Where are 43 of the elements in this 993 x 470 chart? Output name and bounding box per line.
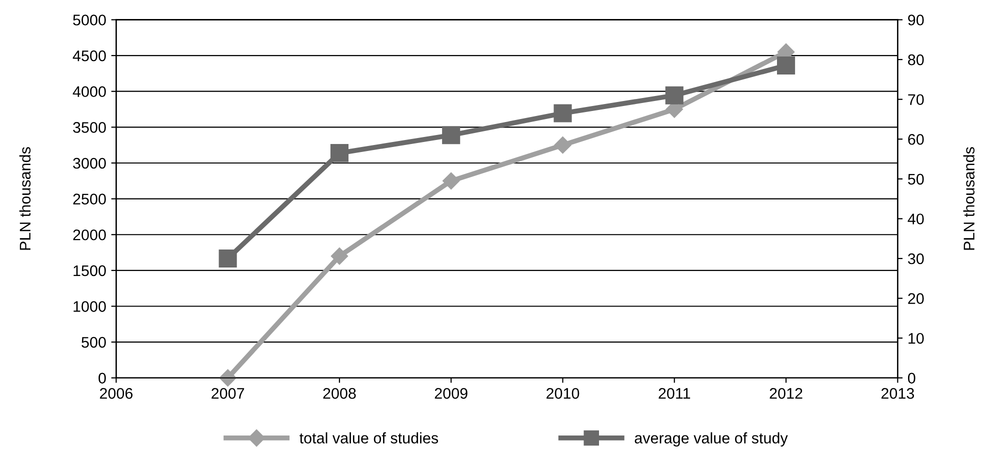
y-tick-label: 5000 [73,14,106,26]
y2-tick-label: 40 [908,214,924,224]
x-tick-label: 2011 [658,388,690,399]
point [330,248,348,265]
x-tick-label: 2007 [212,388,244,399]
x-tick-label: 2012 [770,388,802,399]
y2-tick-label: 0 [908,372,916,384]
x-tick-label: 2008 [323,388,356,399]
point [777,56,796,75]
legend-label: average value of study [634,432,788,446]
y-axis-title: PLN thousands [19,147,31,250]
y2-tick-label: 50 [908,174,924,185]
y2-tick-label: 80 [908,54,924,66]
y-tick-label: 4000 [72,86,106,98]
y2-tick-label: 20 [908,293,924,304]
y-tick-label: 3500 [73,122,106,133]
x-tick-label: 2006 [100,388,133,399]
y-tick-label: 4500 [72,50,106,62]
legend-label: total value of studies [300,432,438,444]
y-tick-label: 0 [98,372,106,384]
point [442,126,460,144]
point [442,172,460,190]
y2-tick-label: 60 [908,134,924,145]
x-tick-label: 2010 [546,388,580,399]
point [219,369,236,386]
y-tick-label: 500 [82,336,106,348]
point [554,104,572,122]
y-tick-label: 1000 [74,301,106,312]
y-tick-label: 1500 [74,265,106,276]
x-tick-label: 2013 [881,388,914,399]
y2-tick-label: 30 [908,253,924,264]
x-tick-label: 2009 [434,388,468,399]
point [665,86,684,104]
y2-tick-label: 10 [908,332,924,344]
point [330,144,348,162]
y-tick-label: 3000 [73,158,106,169]
y2-axis-title: PLN thousands [963,147,974,250]
y2-tick-label: 70 [908,94,924,106]
y-tick-label: 2000 [73,229,106,240]
y-tick-label: 2500 [73,194,106,204]
y2-tick-label: 90 [908,14,924,26]
point [554,136,572,154]
point [218,249,237,268]
